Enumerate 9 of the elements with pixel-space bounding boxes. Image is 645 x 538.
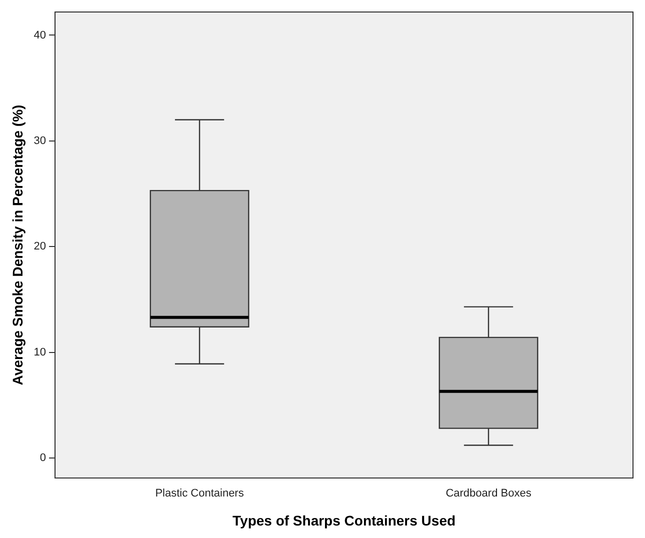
y-tick-label: 40: [34, 29, 46, 42]
x-axis-title: Types of Sharps Containers Used: [232, 512, 456, 528]
y-tick-label: 10: [34, 346, 46, 358]
y-tick-label: 30: [34, 134, 46, 147]
x-tick-label: Plastic Containers: [155, 488, 244, 500]
y-tick-label: 0: [40, 452, 46, 464]
x-tick-label: Cardboard Boxes: [446, 488, 532, 500]
y-axis-title: Average Smoke Density in Percentage (%): [9, 104, 26, 386]
y-tick-label: 20: [34, 240, 46, 253]
